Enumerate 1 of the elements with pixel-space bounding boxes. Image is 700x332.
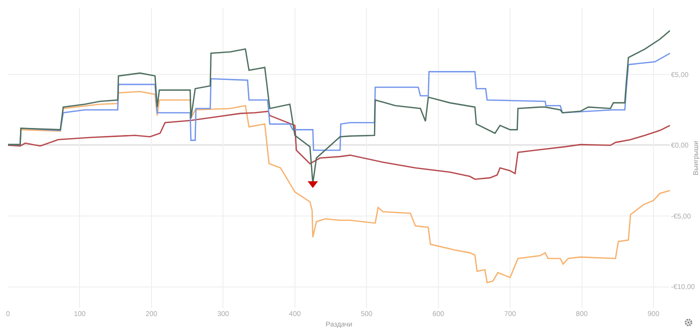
line-series bbox=[8, 110, 670, 180]
